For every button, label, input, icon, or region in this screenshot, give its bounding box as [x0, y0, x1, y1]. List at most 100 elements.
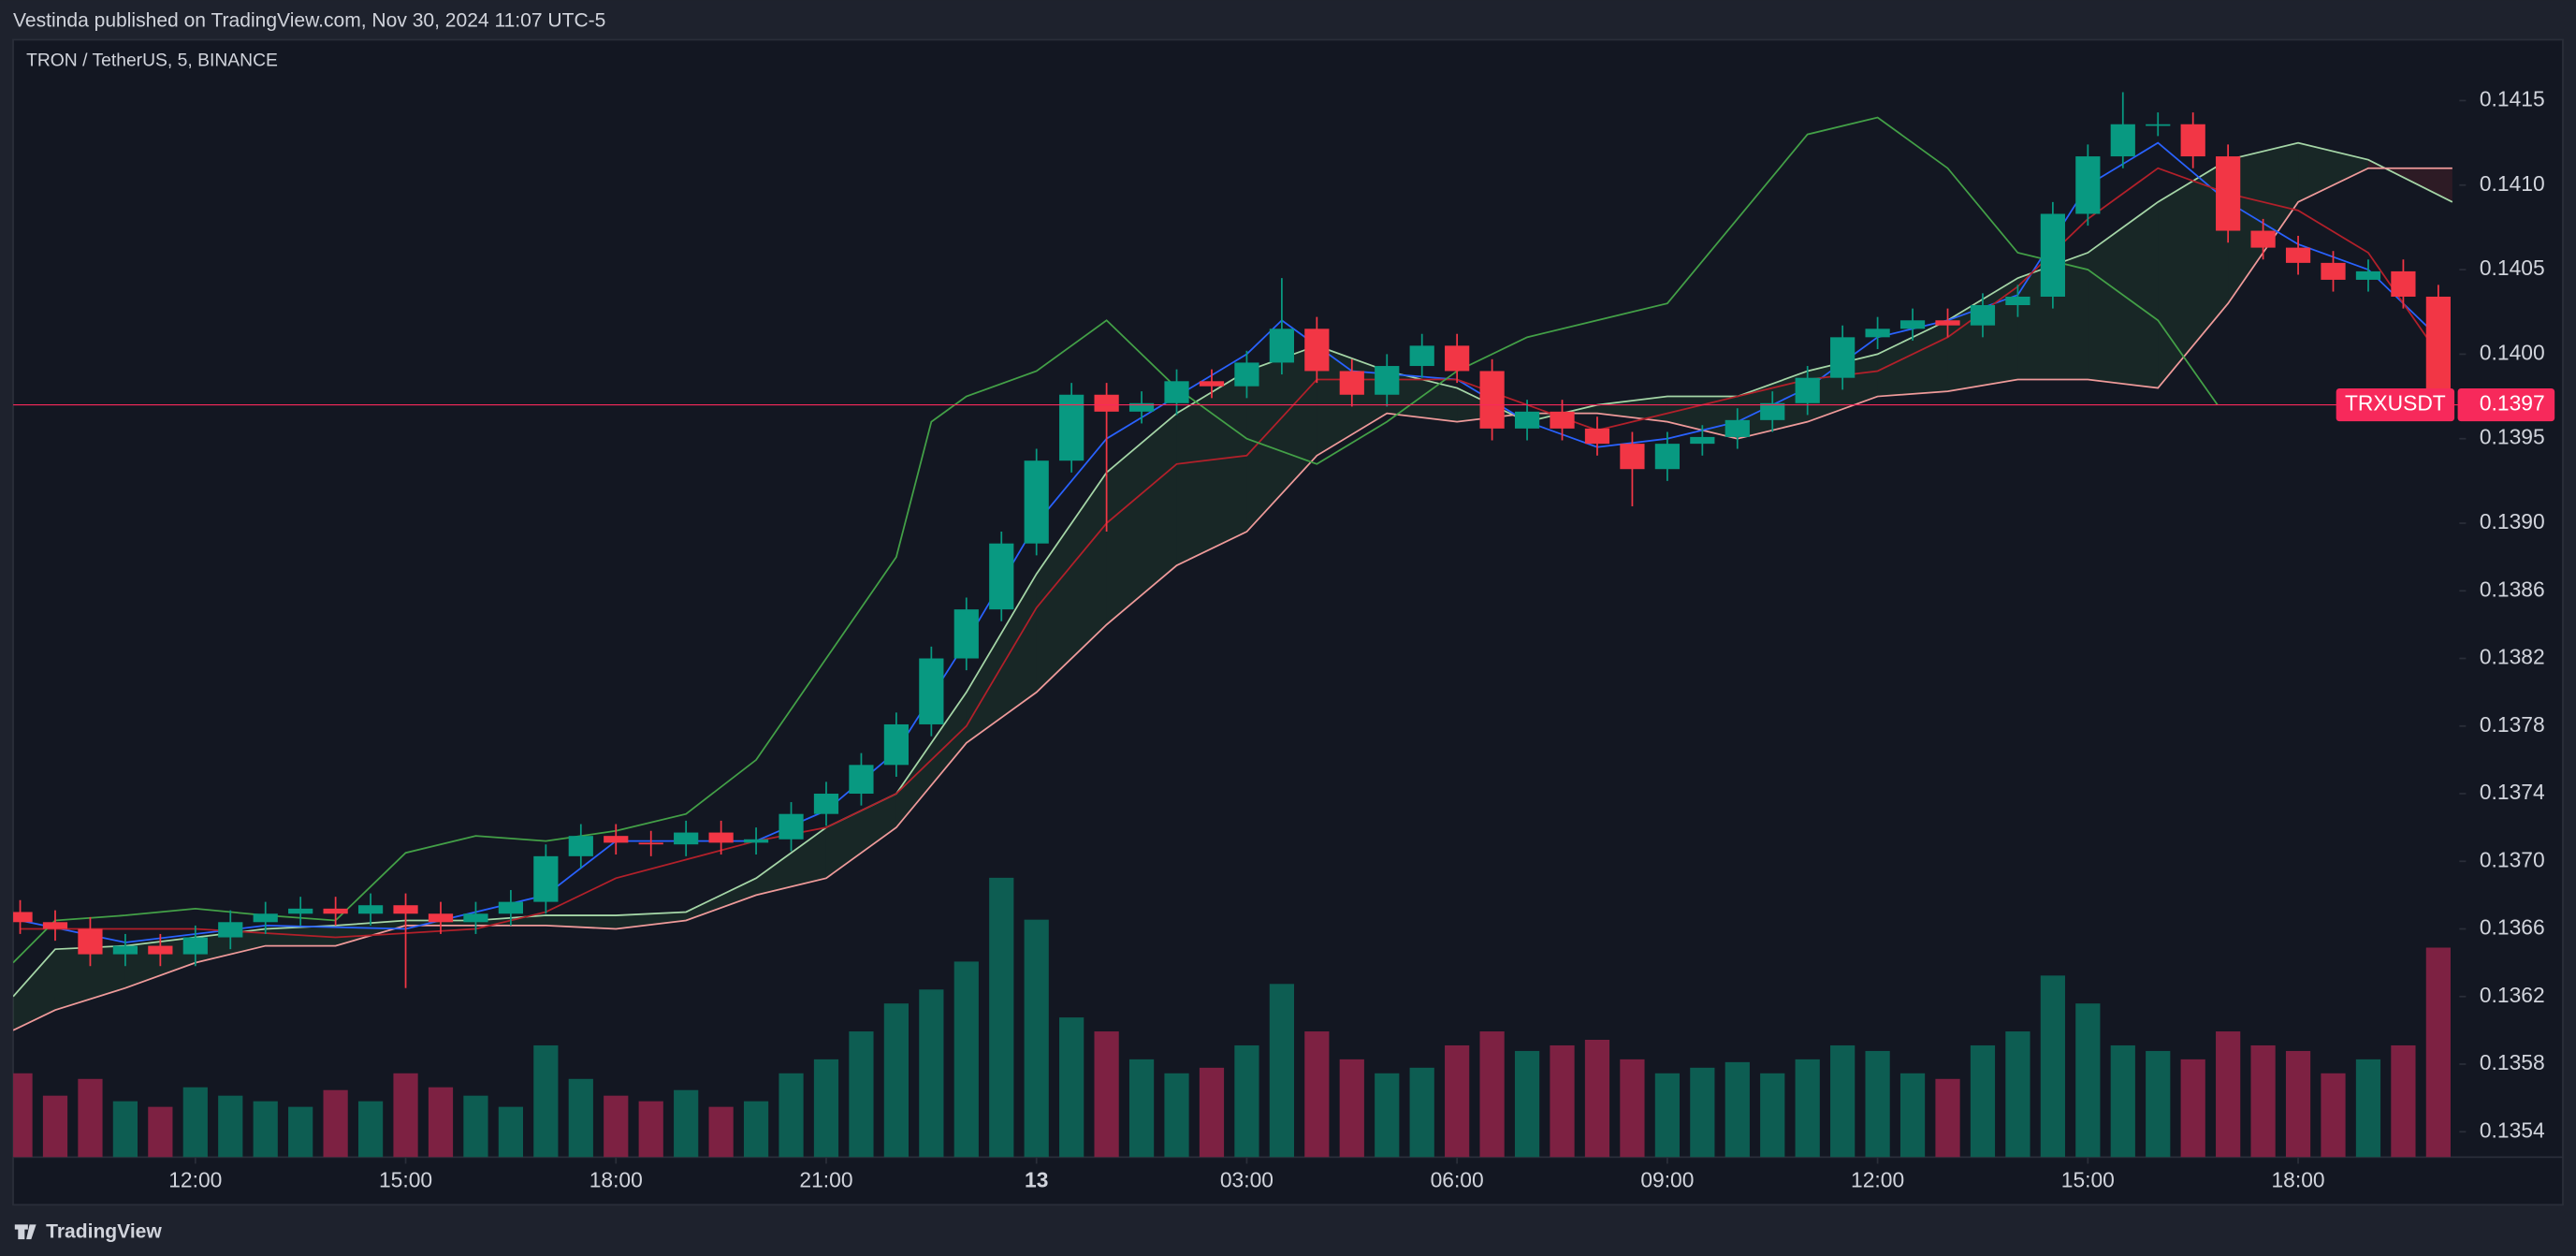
- plot-area: [13, 92, 2460, 1158]
- candle-body: [919, 658, 944, 724]
- candle-body: [148, 945, 173, 955]
- axes: 0.1415 0.1410 0.1405 0.1400 0.1395 0.1390 0.13…: [168, 86, 2555, 1192]
- x-tick-label: 12:00: [1851, 1168, 1904, 1192]
- candle-body: [568, 836, 593, 856]
- candle-body: [1164, 381, 1189, 403]
- volume-bar: [2110, 1044, 2135, 1158]
- candle-body: [743, 839, 769, 843]
- volume-bar: [1654, 1073, 1680, 1158]
- candle-body: [498, 901, 524, 914]
- symbol-badge: [2336, 388, 2455, 422]
- candle-body: [2391, 270, 2416, 297]
- candle-body: [42, 922, 68, 929]
- cloud-fill: [13, 949, 55, 1030]
- volume-bar: [2355, 1059, 2381, 1158]
- candle-body: [849, 765, 874, 795]
- y-tick-label: 0.1362: [2480, 983, 2545, 1007]
- volume-bar: [218, 1095, 243, 1158]
- candle-body: [2425, 296, 2451, 405]
- volume-bar: [253, 1101, 278, 1158]
- indicator-line: [13, 116, 2219, 964]
- candle-body: [1304, 329, 1330, 372]
- volume-bar: [1514, 1050, 1540, 1158]
- x-tick-label: 21:00: [799, 1168, 852, 1192]
- volume-bar: [2040, 975, 2065, 1158]
- volume-bar: [849, 1031, 874, 1158]
- cloud-fill: [2158, 159, 2229, 388]
- volume-bar: [2285, 1050, 2311, 1158]
- volume-bar: [2425, 947, 2451, 1158]
- cloud-fill: [1036, 472, 1107, 693]
- candle-body: [533, 855, 559, 902]
- candle-body: [813, 794, 839, 814]
- volume-bar: [1690, 1067, 1715, 1158]
- volume-bar: [323, 1089, 348, 1158]
- candle-body: [1550, 411, 1575, 429]
- cloud-fill: [546, 915, 617, 929]
- volume-bar: [1760, 1073, 1785, 1158]
- cloud-fill: [2017, 253, 2088, 380]
- x-tick-label: 18:00: [589, 1168, 643, 1192]
- volume-bar: [1445, 1044, 1470, 1158]
- volume-bar: [112, 1101, 138, 1158]
- volume-bar: [1935, 1078, 1960, 1158]
- candle-body: [1935, 320, 1960, 326]
- volume-bar: [604, 1095, 629, 1158]
- candle-body: [779, 813, 804, 840]
- candle-body: [1409, 345, 1434, 367]
- volume-bar: [1234, 1044, 1259, 1158]
- x-tick-label: 15:00: [2061, 1168, 2115, 1192]
- volume-bar: [498, 1106, 524, 1158]
- volume-bar: [2180, 1059, 2205, 1158]
- volume-bar: [1024, 919, 1049, 1158]
- volume-bar: [463, 1095, 488, 1158]
- footer-brand[interactable]: TradingView: [46, 1221, 162, 1243]
- cloud-fill: [1106, 413, 1177, 625]
- symbol-badge-label: TRXUSDT: [2345, 391, 2446, 416]
- volume-bar: [883, 1003, 909, 1158]
- volume-bar: [1550, 1044, 1575, 1158]
- cloud-fill: [1176, 371, 1247, 566]
- volume-bar: [1899, 1073, 1926, 1158]
- y-tick-label: 0.1374: [2480, 780, 2545, 804]
- x-tick-label: 13: [1025, 1168, 1048, 1192]
- volume-bar: [42, 1095, 68, 1158]
- cloud-fill: [686, 878, 757, 921]
- candle-body: [428, 913, 454, 923]
- cloud-fill: [2298, 142, 2368, 202]
- cloud-fill: [1596, 396, 1667, 422]
- volume-bar: [1865, 1050, 1890, 1158]
- candle-body: [2005, 296, 2030, 306]
- volume-bar: [1164, 1073, 1189, 1158]
- candle-body: [989, 543, 1014, 610]
- x-tick-label: 03:00: [1220, 1168, 1273, 1192]
- candle-body: [1725, 419, 1750, 437]
- x-tick-label: 18:00: [2272, 1168, 2325, 1192]
- candle-body: [323, 908, 348, 914]
- volume-bar: [393, 1073, 418, 1158]
- volume-bar: [2075, 1003, 2101, 1158]
- candle-body: [1970, 305, 1996, 326]
- cloud-fill: [966, 574, 1037, 743]
- candle-body: [2075, 156, 2101, 214]
- candle-body: [2250, 230, 2276, 248]
- volume-bar: [813, 1059, 839, 1158]
- candle-body: [1024, 460, 1049, 544]
- candle-body: [2285, 247, 2311, 263]
- volume-bar: [1094, 1031, 1119, 1158]
- x-tick-label: 15:00: [379, 1168, 432, 1192]
- candle-body: [2321, 262, 2346, 280]
- y-tick-label: 0.1405: [2480, 256, 2545, 280]
- candle-body: [883, 723, 909, 766]
- candle-body: [1128, 402, 1155, 412]
- candle-body: [357, 905, 384, 914]
- candle-body: [1795, 377, 1820, 403]
- volume-bar: [779, 1073, 804, 1158]
- y-tick-label: 0.1358: [2480, 1050, 2545, 1074]
- candle-body: [2180, 124, 2205, 157]
- volume-bar: [357, 1101, 384, 1158]
- price-badge-label: 0.1397: [2480, 391, 2545, 416]
- tradingview-logo[interactable]: [14, 1224, 36, 1240]
- x-tick-label: 12:00: [168, 1168, 222, 1192]
